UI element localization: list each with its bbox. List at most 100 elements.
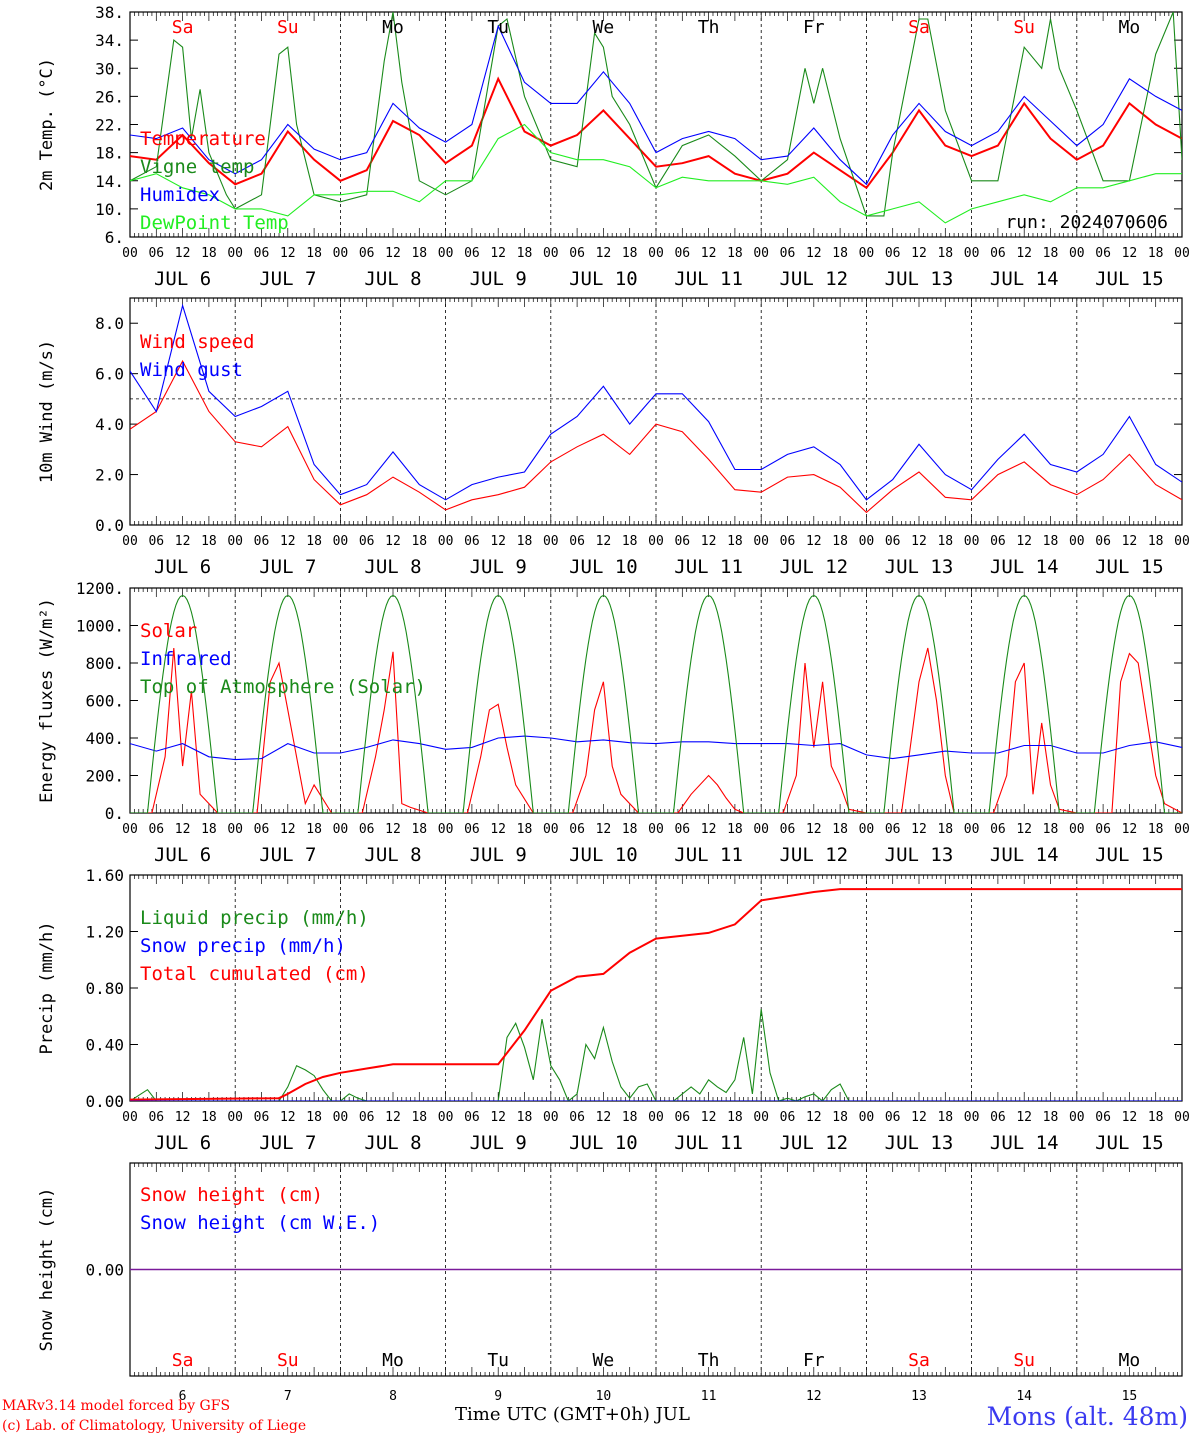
y-tick-label: 30.: [95, 59, 124, 78]
hour-tick-label: 06: [148, 822, 164, 837]
hour-tick-label: 00: [438, 822, 454, 837]
hour-tick-label: 18: [832, 822, 848, 837]
y-tick-label: 6.0: [95, 365, 124, 384]
hour-tick-label: 12: [490, 1110, 506, 1125]
day-label: JUL 9: [470, 268, 527, 290]
day-label: JUL 6: [154, 268, 211, 290]
day-label: JUL 6: [154, 556, 211, 578]
hour-tick-label: 00: [648, 246, 664, 261]
day-label: JUL 12: [779, 844, 848, 866]
hour-tick-label: 06: [464, 246, 480, 261]
y-tick-label: 14.: [95, 172, 124, 191]
weekday-label: Sa: [172, 17, 194, 38]
hour-tick-label: 18: [832, 246, 848, 261]
hour-tick-label: 12: [385, 1110, 401, 1125]
hour-tick-label: 00: [1069, 534, 1085, 549]
hour-tick-label: 00: [438, 246, 454, 261]
day-number-label: 15: [1122, 1389, 1138, 1404]
day-number-label: 12: [806, 1389, 822, 1404]
hour-tick-label: 12: [1016, 534, 1032, 549]
hour-tick-label: 12: [1122, 534, 1138, 549]
series-line-infrared: [130, 735, 1182, 761]
hour-tick-label: 18: [727, 534, 743, 549]
y-axis-label: Snow height (cm): [37, 1188, 57, 1352]
hour-tick-label: 18: [832, 534, 848, 549]
y-tick-label: 4.0: [95, 415, 124, 434]
hour-tick-label: 00: [543, 822, 559, 837]
y-tick-label: 8.0: [95, 314, 124, 333]
legend-entry: Wind speed: [140, 331, 254, 353]
hour-tick-label: 06: [885, 534, 901, 549]
series-group: [130, 303, 1182, 514]
y-tick-label: 10.: [95, 200, 124, 219]
hour-tick-label: 00: [122, 1110, 138, 1125]
hour-tick-label: 00: [227, 246, 243, 261]
hour-tick-label: 18: [727, 1110, 743, 1125]
weekday-label: Mo: [1119, 1350, 1141, 1371]
hour-tick-label: 00: [1174, 246, 1190, 261]
hour-tick-label: 06: [990, 1110, 1006, 1125]
hour-tick-label: 00: [1174, 1110, 1190, 1125]
weekday-label: Su: [277, 17, 299, 38]
y-tick-label: 26.: [95, 87, 124, 106]
hour-tick-label: 12: [911, 246, 927, 261]
day-number-label: 7: [284, 1389, 292, 1404]
y-tick-label: 200.: [85, 767, 124, 786]
hour-tick-label: 06: [674, 534, 690, 549]
hour-tick-label: 06: [148, 1110, 164, 1125]
hour-tick-label: 00: [543, 246, 559, 261]
hour-tick-label: 18: [622, 246, 638, 261]
hour-tick-label: 06: [254, 534, 270, 549]
hour-tick-label: 06: [885, 246, 901, 261]
hour-tick-label: 06: [464, 534, 480, 549]
hour-tick-label: 12: [175, 822, 191, 837]
hour-tick-label: 18: [411, 1110, 427, 1125]
y-axis-label: 2m Temp. (°C): [37, 58, 57, 191]
hour-tick-label: 00: [333, 1110, 349, 1125]
hour-tick-label: 00: [859, 1110, 875, 1125]
hour-tick-label: 06: [1095, 1110, 1111, 1125]
series-group: [130, 12, 1182, 224]
hour-tick-label: 00: [543, 534, 559, 549]
hour-tick-label: 12: [175, 1110, 191, 1125]
day-label: JUL 7: [259, 1132, 316, 1154]
hour-tick-label: 06: [780, 822, 796, 837]
hour-tick-label: 00: [227, 534, 243, 549]
y-tick-label: 1.20: [85, 923, 124, 942]
weekday-label: Th: [698, 1350, 720, 1371]
chart-panel-2: 8.0 6.0 4.0 2.0 0.0 10m Wind (m/s) Wind speed W…: [37, 297, 1190, 578]
hour-tick-label: 00: [543, 1110, 559, 1125]
weekday-label: Mo: [382, 1350, 404, 1371]
day-label: JUL 8: [364, 844, 421, 866]
legend-entry: Temperature: [140, 128, 266, 150]
day-label: JUL 8: [364, 1132, 421, 1154]
hour-tick-label: 06: [464, 1110, 480, 1125]
day-label: JUL 9: [470, 1132, 527, 1154]
hour-tick-label: 12: [596, 246, 612, 261]
hour-tick-label: 06: [674, 246, 690, 261]
hour-tick-label: 12: [1122, 246, 1138, 261]
hour-tick-label: 06: [990, 822, 1006, 837]
hour-tick-label: 18: [201, 1110, 217, 1125]
legend-entry: Infrared: [140, 648, 232, 670]
hour-tick-label: 00: [964, 822, 980, 837]
hour-tick-label: 00: [753, 534, 769, 549]
hour-tick-label: 06: [254, 246, 270, 261]
hour-tick-label: 06: [990, 246, 1006, 261]
model-credit-line: MARv3.14 model forced by GFS: [2, 1398, 231, 1414]
hour-tick-label: 12: [490, 246, 506, 261]
day-label: JUL 13: [885, 268, 954, 290]
day-label: JUL 12: [779, 268, 848, 290]
hour-tick-label: 00: [753, 246, 769, 261]
weekday-label: Mo: [1119, 17, 1141, 38]
hour-tick-label: 06: [674, 1110, 690, 1125]
hour-tick-label: 18: [517, 822, 533, 837]
day-number-label: 10: [596, 1389, 612, 1404]
hour-tick-label: 00: [1174, 534, 1190, 549]
hour-tick-label: 06: [569, 246, 585, 261]
day-label: JUL 15: [1095, 556, 1164, 578]
hour-tick-label: 12: [596, 1110, 612, 1125]
hour-tick-label: 00: [964, 1110, 980, 1125]
y-tick-label: 1200.: [76, 579, 124, 598]
day-label: JUL 7: [259, 268, 316, 290]
